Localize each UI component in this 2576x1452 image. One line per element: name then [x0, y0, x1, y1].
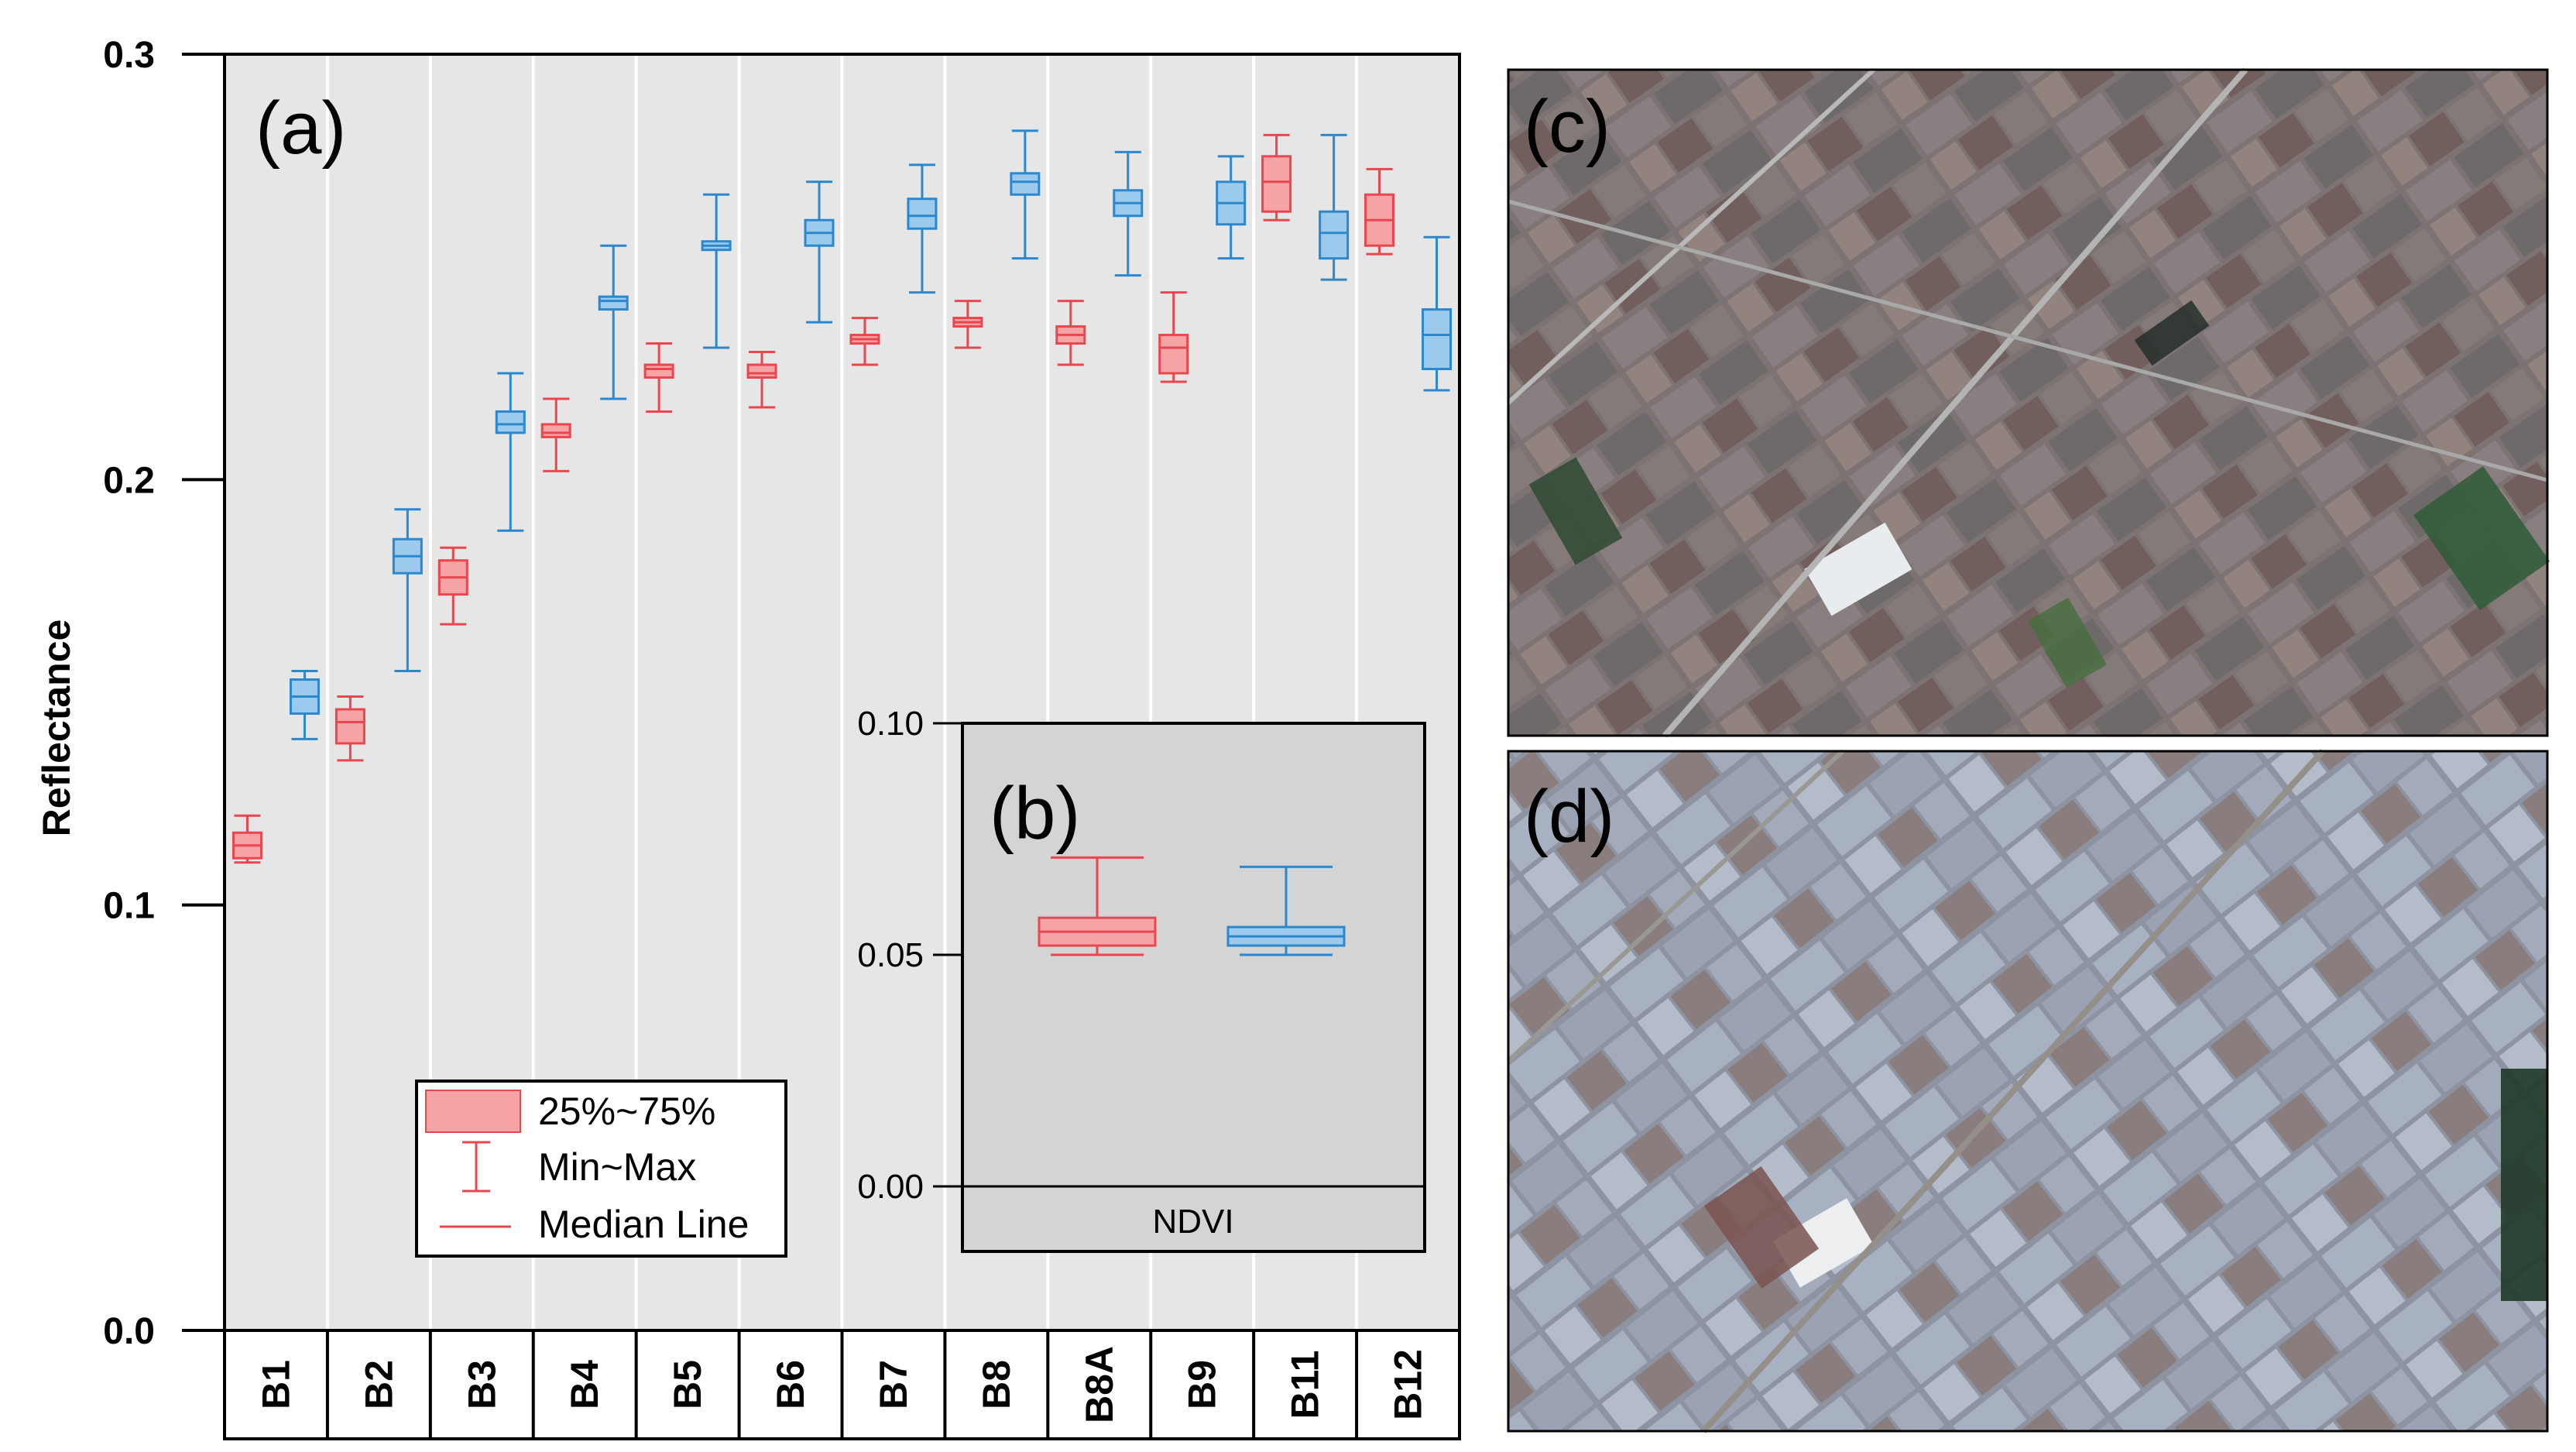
category-label: B3: [460, 1360, 503, 1409]
category-label: B2: [357, 1360, 400, 1409]
legend: 25%~75% Min~Max Median Line: [415, 1080, 787, 1258]
y-tick-label: 0.3: [103, 35, 155, 76]
box-red-b9: [1158, 291, 1189, 383]
category-label: B5: [666, 1360, 709, 1409]
legend-label-minmax: Min~Max: [538, 1145, 696, 1189]
panel-label-b: (b): [990, 772, 1080, 855]
inset-y-ticks: 0.00 0.05 0.10: [857, 705, 962, 1206]
panel-a-boxplot: 0.00.10.20.3 Reflectance (a) B1 B2 B3 B4 B5 B…: [35, 35, 1461, 1440]
inset-y-tick-label: 0.05: [857, 936, 924, 974]
box-iqr: [907, 197, 938, 230]
box-blue-b8a: [1113, 150, 1144, 277]
box-iqr: [495, 410, 526, 434]
inset-x-label: NDVI: [1152, 1203, 1233, 1241]
panel-c-satellite-image: (c): [1506, 67, 2550, 738]
box-blue-b1: [289, 670, 320, 740]
panel-d-satellite-image: (d): [1506, 749, 2549, 1433]
image-frame: [1507, 68, 2549, 737]
category-label: B4: [563, 1360, 606, 1409]
y-axis-label: Reflectance: [35, 620, 78, 837]
y-tick-label: 0.1: [103, 886, 155, 927]
box-blue-b11: [1319, 133, 1350, 281]
satellite-image-icon: [1506, 67, 2550, 738]
box-red-b4: [540, 397, 571, 472]
box-iqr: [1010, 172, 1041, 196]
category-label: B7: [872, 1360, 915, 1409]
category-label: B6: [769, 1360, 812, 1409]
image-frame: [1507, 750, 2549, 1433]
box-blue-b6: [804, 180, 835, 324]
box-blue-b4: [598, 244, 629, 400]
inset-box-red: [1038, 856, 1157, 956]
box-red-b8a: [1055, 300, 1086, 366]
inset-box-series: [1038, 856, 1346, 956]
category-labels: B1 B2 B3 B4 B5 B6 B7 B8 B8A B9 B11 B12: [254, 1330, 1430, 1439]
legend-label-median: Median Line: [538, 1203, 749, 1246]
inset-y-tick-label: 0.10: [857, 705, 924, 743]
inset-frame: [961, 722, 1426, 1253]
box-blue-b9: [1216, 155, 1247, 260]
box-red-b5: [643, 342, 674, 413]
panel-label-d: (d): [1524, 775, 1614, 858]
box-red-b2: [334, 695, 365, 762]
category-label: B9: [1181, 1360, 1224, 1409]
legend-label-iqr: 25%~75%: [538, 1090, 715, 1133]
y-axis-ticks: 0.0 0.1 0.2 0.3: [103, 35, 225, 1352]
y-tick-label: 0.0: [103, 1311, 155, 1352]
box-red-b7: [849, 317, 880, 366]
box-red-b8: [952, 300, 983, 349]
panel-label-a: (a): [256, 87, 346, 170]
box-iqr: [1261, 155, 1292, 213]
box-iqr: [643, 363, 674, 379]
category-label: B8: [975, 1360, 1018, 1409]
box-iqr: [1319, 210, 1350, 260]
category-label: B12: [1387, 1349, 1430, 1420]
box-red-b6: [746, 351, 777, 409]
legend-swatch-minmax: [462, 1141, 490, 1193]
box-blue-b2: [392, 508, 423, 673]
box-iqr: [540, 423, 571, 438]
inset-y-tick-label: 0.00: [857, 1168, 924, 1206]
box-iqr: [1422, 308, 1453, 371]
box-series: [232, 129, 1453, 864]
category-label: B1: [254, 1360, 297, 1409]
box-blue-b7: [907, 163, 938, 294]
box-blue-b5: [701, 193, 732, 349]
box-red-b3: [437, 546, 468, 626]
panel-b-ndvi-inset: 0.00 0.05 0.10 (b) NDVI: [857, 705, 1426, 1253]
y-tick-label: 0.2: [103, 460, 155, 501]
box-red-b12: [1364, 167, 1395, 256]
satellite-image-icon: [1506, 749, 2547, 1433]
box-red-b11: [1261, 133, 1292, 221]
inset-box-blue: [1226, 865, 1346, 956]
box-iqr: [1158, 334, 1189, 375]
box-iqr: [746, 363, 777, 379]
box-iqr: [334, 708, 365, 745]
box-red-b1: [232, 814, 262, 864]
category-label: B11: [1284, 1351, 1327, 1419]
box-iqr: [598, 295, 629, 311]
legend-swatch-iqr: [425, 1090, 521, 1133]
box-blue-b8: [1010, 129, 1041, 260]
category-label: B8A: [1078, 1346, 1121, 1423]
box-blue-b3: [495, 372, 526, 532]
panel-label-c: (c): [1524, 85, 1610, 168]
box-blue-b12: [1422, 235, 1453, 392]
